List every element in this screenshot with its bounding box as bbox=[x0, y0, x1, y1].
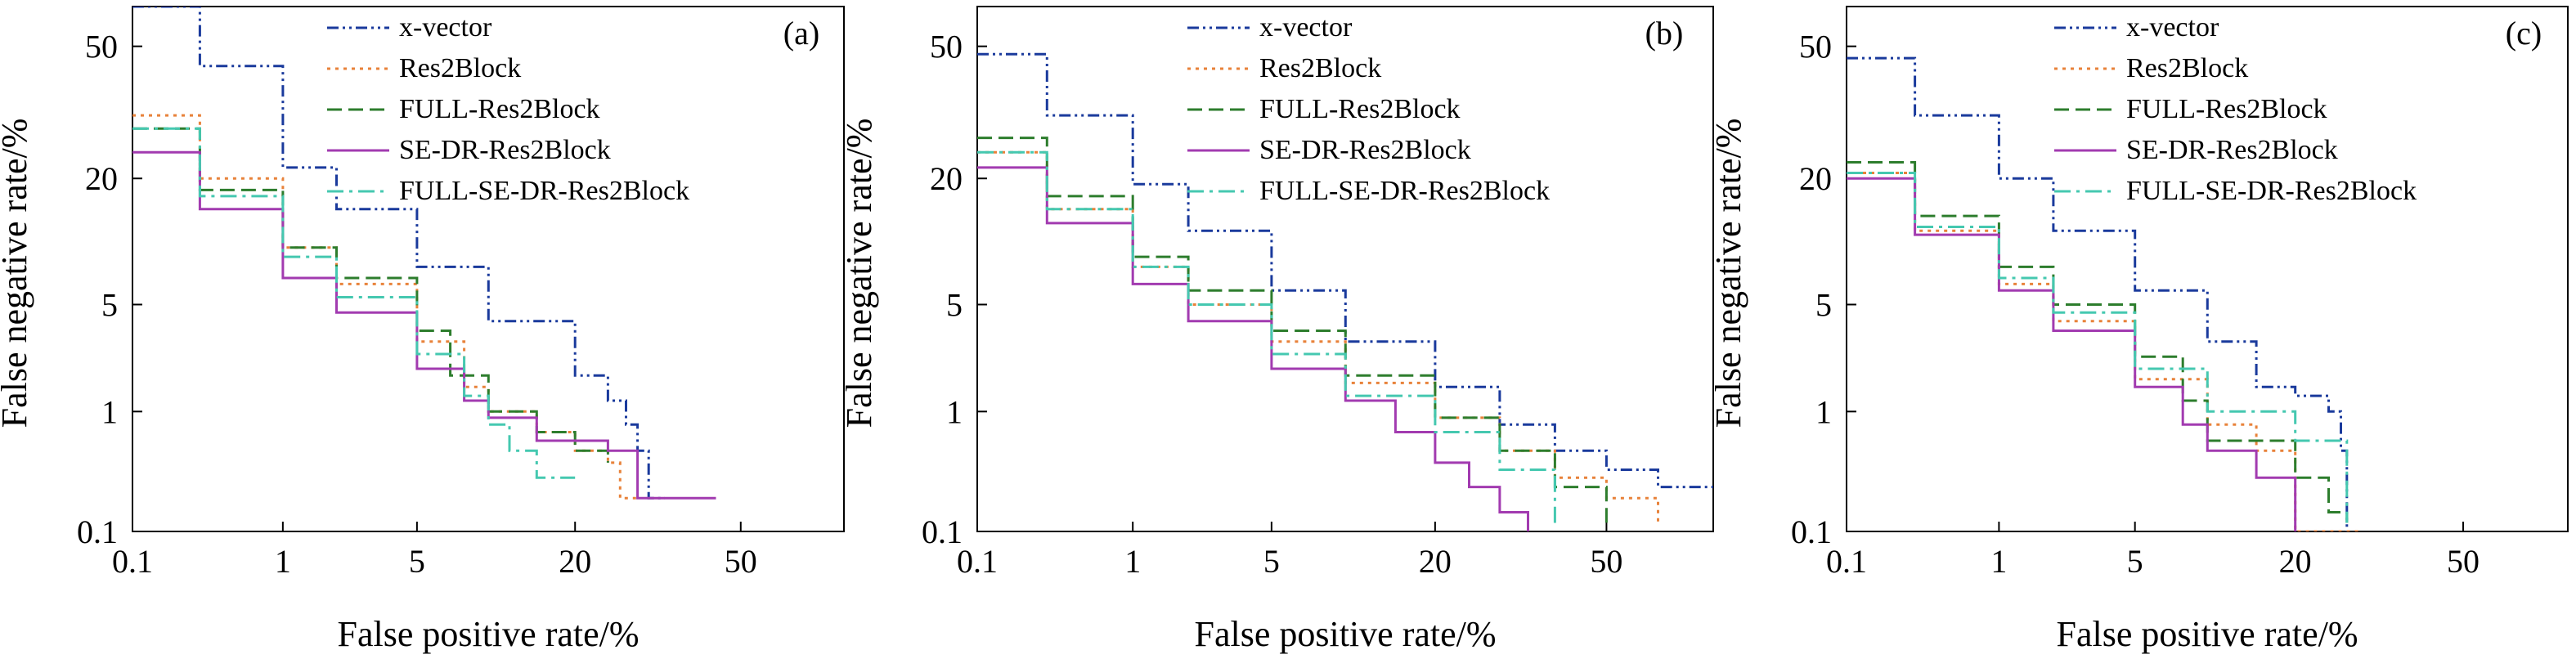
series-line-full-se-dr-res2block bbox=[132, 127, 576, 479]
y-tick-label: 1 bbox=[946, 393, 963, 430]
series-line-se-dr-res2block bbox=[1847, 177, 2297, 531]
series-line-full-res2block bbox=[1847, 161, 2349, 523]
x-tick-label: 0.1 bbox=[957, 543, 998, 580]
series-line-full-se-dr-res2block bbox=[977, 150, 1556, 523]
legend-entry: FULL-SE-DR-Res2Block bbox=[1259, 176, 1550, 206]
x-axis-label: False positive rate/% bbox=[2056, 614, 2358, 654]
legend-entry: Res2Block bbox=[399, 53, 521, 83]
y-tick-label: 50 bbox=[930, 29, 963, 65]
legend-entry: Res2Block bbox=[2126, 53, 2248, 83]
y-axis-label: False negative rate/% bbox=[839, 119, 879, 428]
plot-frame bbox=[1846, 6, 2569, 532]
y-tick-label: 50 bbox=[85, 29, 118, 65]
legend-entry: Res2Block bbox=[1259, 53, 1381, 83]
panel-label: (a) bbox=[783, 15, 819, 52]
x-tick-label: 0.1 bbox=[112, 543, 153, 580]
y-tick-label: 1 bbox=[1815, 393, 1832, 430]
legend-entry: x-vector bbox=[399, 12, 492, 43]
legend-entry: SE-DR-Res2Block bbox=[1259, 135, 1471, 165]
legend-entry: SE-DR-Res2Block bbox=[2126, 135, 2338, 165]
y-tick-label: 5 bbox=[946, 286, 963, 323]
legend-entry: SE-DR-Res2Block bbox=[399, 135, 611, 165]
y-tick-label: 0.1 bbox=[77, 513, 118, 550]
x-tick-label: 1 bbox=[275, 543, 291, 580]
det-panel-b: 0.1 1 5 20 50 0.1 1 5 20 50 False positive rate/% F… bbox=[839, 6, 1714, 654]
x-tick-label: 1 bbox=[1124, 543, 1141, 580]
x-tick-label: 50 bbox=[725, 543, 757, 580]
det-panel-a: 0.1 1 5 20 50 0.1 1 5 20 50 False positive rate/% F… bbox=[0, 6, 845, 654]
series-line-se-dr-res2block bbox=[977, 166, 1529, 531]
x-tick-label: 20 bbox=[2279, 543, 2312, 580]
y-axis-label: False negative rate/% bbox=[1708, 119, 1748, 428]
legend-entry: x-vector bbox=[1259, 12, 1353, 43]
legend-entry: FULL-Res2Block bbox=[399, 94, 600, 124]
plot-frame bbox=[132, 6, 845, 532]
legend-entry: FULL-SE-DR-Res2Block bbox=[399, 176, 689, 206]
legend-entry: FULL-Res2Block bbox=[2126, 94, 2327, 124]
x-tick-label: 5 bbox=[2127, 543, 2143, 580]
y-tick-label: 5 bbox=[1815, 286, 1832, 323]
y-tick-label: 1 bbox=[101, 393, 118, 430]
y-tick-label: 0.1 bbox=[922, 513, 963, 550]
x-tick-label: 5 bbox=[409, 543, 425, 580]
x-tick-label: 20 bbox=[559, 543, 591, 580]
series-line-full-res2block bbox=[977, 137, 1608, 523]
y-tick-label: 20 bbox=[1799, 160, 1832, 197]
y-tick-label: 20 bbox=[85, 160, 118, 197]
x-axis-label: False positive rate/% bbox=[1194, 614, 1496, 654]
series-line-full-res2block bbox=[132, 127, 609, 463]
y-tick-label: 50 bbox=[1799, 29, 1832, 65]
panel-label: (c) bbox=[2506, 15, 2542, 52]
x-tick-label: 50 bbox=[1590, 543, 1622, 580]
series-line-x-vector bbox=[1847, 56, 2349, 531]
y-axis-label: False negative rate/% bbox=[0, 119, 34, 428]
series-line-x-vector bbox=[132, 7, 665, 500]
x-tick-label: 50 bbox=[2447, 543, 2480, 580]
plot-frame bbox=[976, 6, 1714, 532]
y-tick-label: 5 bbox=[101, 286, 118, 323]
x-tick-label: 0.1 bbox=[1826, 543, 1867, 580]
x-tick-label: 1 bbox=[1990, 543, 2007, 580]
y-tick-label: 0.1 bbox=[1791, 513, 1832, 550]
panel-label: (b) bbox=[1645, 15, 1684, 52]
series-line-x-vector bbox=[977, 52, 1713, 489]
x-axis-label: False positive rate/% bbox=[337, 614, 639, 654]
x-tick-label: 5 bbox=[1263, 543, 1280, 580]
x-tick-label: 20 bbox=[1419, 543, 1452, 580]
y-tick-label: 20 bbox=[930, 160, 963, 197]
det-panel-c: 0.1 1 5 20 50 0.1 1 5 20 50 False positive rate/% F… bbox=[1708, 6, 2569, 654]
legend-entry: x-vector bbox=[2126, 12, 2219, 43]
legend-entry: FULL-SE-DR-Res2Block bbox=[2126, 176, 2417, 206]
legend-entry: FULL-Res2Block bbox=[1259, 94, 1461, 124]
series-line-full-se-dr-res2block bbox=[1847, 172, 2349, 523]
